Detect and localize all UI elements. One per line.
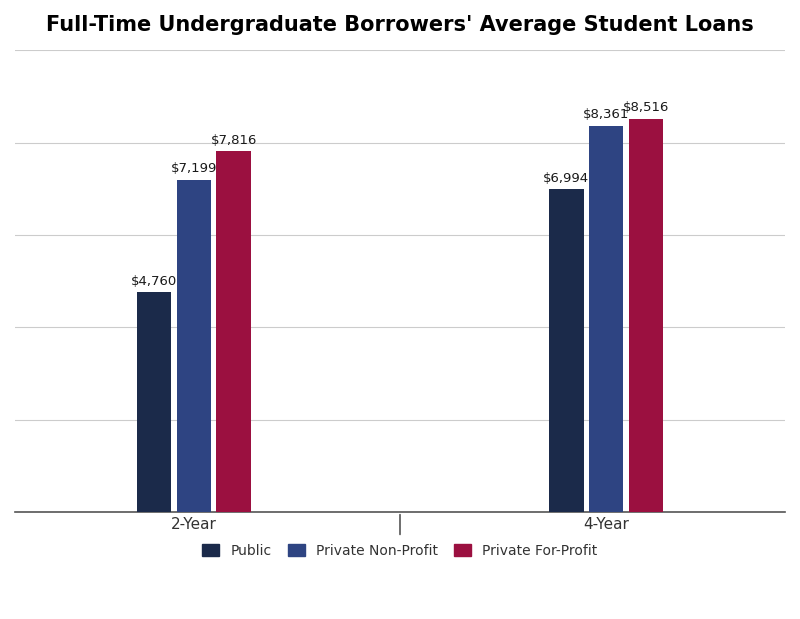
Bar [217, 151, 251, 512]
Bar [629, 119, 663, 512]
Legend: Public, Private Non-Profit, Private For-Profit: Public, Private Non-Profit, Private For-… [195, 537, 605, 565]
Text: $7,816: $7,816 [210, 134, 257, 147]
Text: $6,994: $6,994 [543, 171, 590, 184]
Text: $8,361: $8,361 [583, 108, 630, 121]
Text: $7,199: $7,199 [170, 162, 217, 175]
Bar [549, 189, 583, 512]
Text: $4,760: $4,760 [130, 275, 177, 288]
Title: Full-Time Undergraduate Borrowers' Average Student Loans: Full-Time Undergraduate Borrowers' Avera… [46, 15, 754, 35]
Text: $8,516: $8,516 [623, 102, 670, 115]
Bar [177, 180, 211, 512]
Bar [589, 126, 623, 512]
Bar [137, 292, 171, 512]
